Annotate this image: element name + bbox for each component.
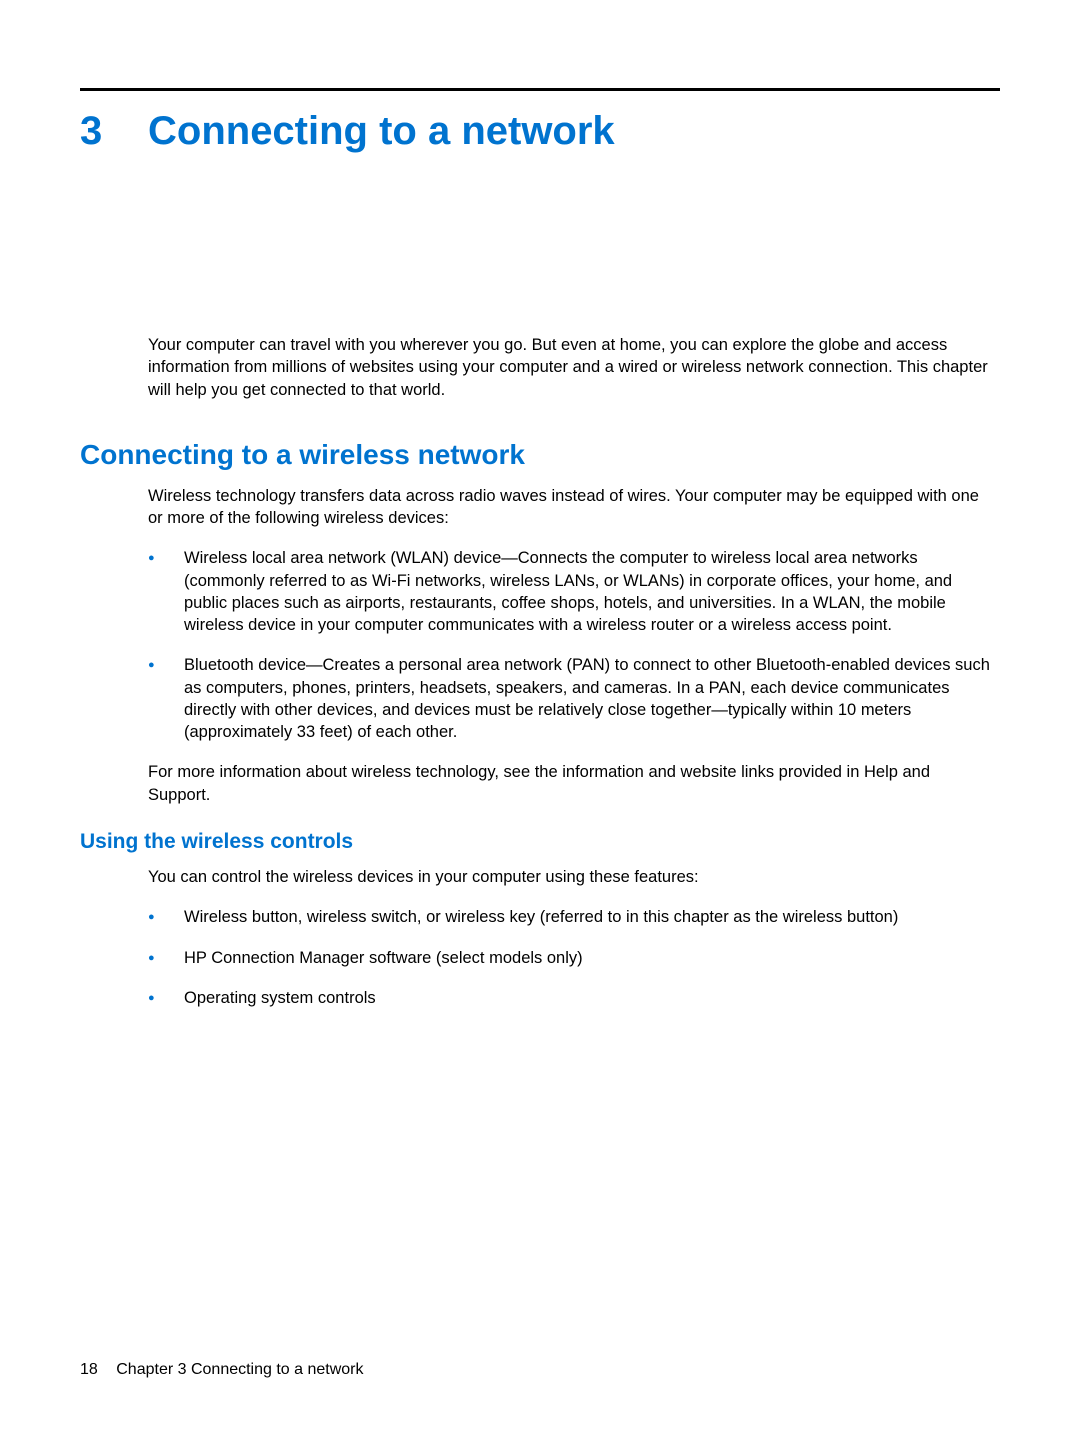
section-heading-wireless-controls: Using the wireless controls — [80, 830, 1000, 854]
section1-lead: Wireless technology transfers data acros… — [148, 485, 990, 530]
section1-after: For more information about wireless tech… — [148, 761, 990, 806]
list-item: Wireless local area network (WLAN) devic… — [148, 547, 990, 636]
intro-paragraph: Your computer can travel with you wherev… — [148, 334, 990, 401]
chapter-number: 3 — [80, 109, 148, 154]
page-number: 18 — [80, 1361, 98, 1378]
document-page: 3 Connecting to a network Your computer … — [0, 0, 1080, 1437]
chapter-title: Connecting to a network — [148, 109, 615, 154]
list-item: Wireless button, wireless switch, or wir… — [148, 906, 990, 928]
chapter-header: 3 Connecting to a network — [80, 109, 1000, 154]
footer-chapter-label: Chapter 3 Connecting to a network — [116, 1361, 363, 1378]
section2-bullet-list: Wireless button, wireless switch, or wir… — [148, 906, 990, 1009]
list-item: HP Connection Manager software (select m… — [148, 947, 990, 969]
top-rule — [80, 88, 1000, 91]
section-heading-wireless-network: Connecting to a wireless network — [80, 439, 1000, 471]
section1-bullet-list: Wireless local area network (WLAN) devic… — [148, 547, 990, 743]
page-footer: 18 Chapter 3 Connecting to a network — [80, 1361, 364, 1379]
list-item: Bluetooth device—Creates a personal area… — [148, 654, 990, 743]
section2-lead: You can control the wireless devices in … — [148, 866, 990, 888]
list-item: Operating system controls — [148, 987, 990, 1009]
